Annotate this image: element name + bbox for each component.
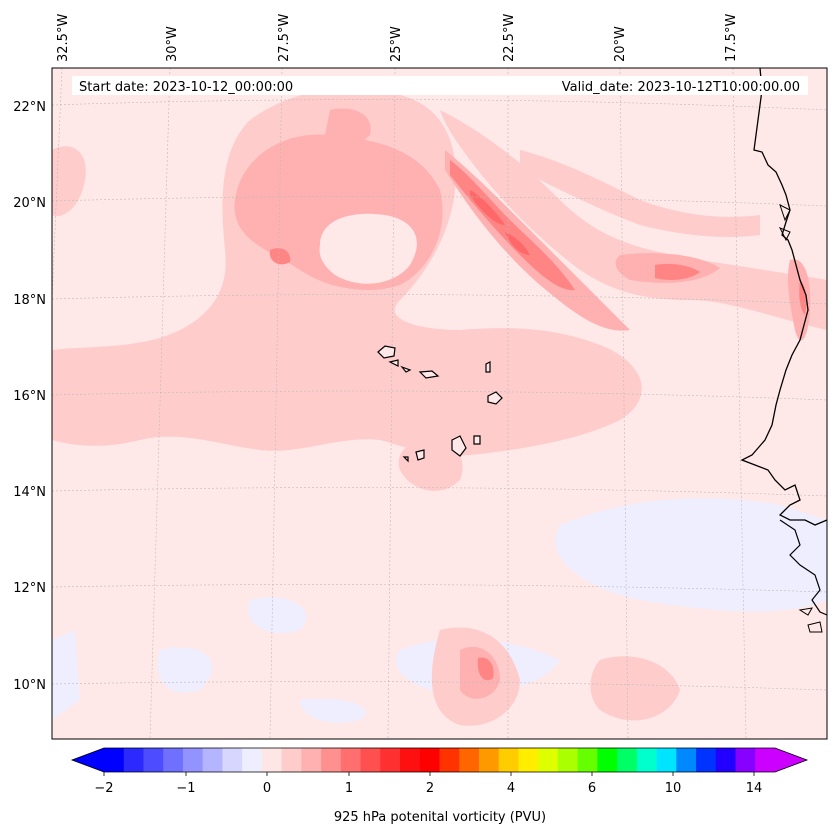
colorbar-title: 925 hPa potenital vorticity (PVU) [334,810,546,825]
colorbar-swatch [261,748,283,772]
lon-label: 27.5°W [277,14,292,62]
colorbar-tick-label: 10 [665,781,682,796]
colorbar-swatch [459,748,480,772]
colorbar-tick-label: 0 [263,781,271,796]
colorbar-tick-label: −2 [94,781,113,796]
colorbar: −2 −1 0 1 2 4 6 10 14 925 hPa potenital … [70,747,809,825]
lat-label: 16°N [13,389,46,404]
colorbar-swatch [340,748,362,772]
lat-label: 22°N [13,100,46,115]
valid-date-label: Valid_date: 2023-10-12T10:00:00.00 [562,80,800,95]
colorbar-swatch [636,748,658,772]
colorbar-swatch [242,748,263,772]
colorbar-swatch [656,748,677,772]
lat-label: 18°N [13,293,46,308]
colorbar-tick-labels: −2 −1 0 1 2 4 6 10 14 [94,781,762,796]
colorbar-swatch [676,748,697,772]
colorbar-swatch [557,748,579,772]
colorbar-swatch [439,748,460,772]
africa-coastline-south [779,519,827,616]
colorbar-swatch [281,748,302,772]
colorbar-tick-label: 4 [507,781,515,796]
colorbar-swatch [577,748,598,772]
colorbar-swatches [104,748,776,772]
pv-minimum-hole [319,213,417,284]
colorbar-swatch [617,748,638,772]
longitude-labels: 32.5°W 30°W 27.5°W 25°W 22.5°W 20°W 17.5… [56,14,739,62]
lat-label: 20°N [13,196,46,211]
peak-pv-regions [470,190,530,255]
colorbar-ticks [103,772,755,776]
lat-label: 12°N [13,581,46,596]
colorbar-swatch [380,748,401,772]
colorbar-swatch [202,748,223,772]
colorbar-swatch [400,748,421,772]
africa-coastline [740,68,827,526]
latitude-labels: 22°N 20°N 18°N 16°N 14°N 12°N 10°N [13,100,46,693]
map-panel [52,68,827,739]
header-band [72,76,808,95]
graticule [52,68,827,739]
colorbar-tick-label: 6 [588,781,596,796]
coast-islands [778,204,823,633]
colorbar-tick-label: 2 [426,781,434,796]
colorbar-swatch [597,748,618,772]
lon-label: 20°W [613,26,628,62]
lon-label: 25°W [389,26,404,62]
colorbar-swatch [696,748,717,772]
colorbar-swatch [360,748,381,772]
colorbar-swatch [735,748,756,772]
colorbar-swatch [498,748,519,772]
colorbar-swatch [222,748,243,772]
colorbar-extend-high [775,748,807,772]
colorbar-tick-label: −1 [176,781,195,796]
colorbar-swatch [478,748,500,772]
colorbar-swatch [301,748,322,772]
colorbar-swatch [755,748,776,772]
colorbar-swatch [419,748,440,772]
cape-verde-islands [377,345,503,463]
colorbar-swatch [123,748,144,772]
colorbar-tick-label: 14 [746,781,763,796]
colorbar-swatch [518,748,539,772]
lat-label: 10°N [13,678,46,693]
colorbar-swatch [163,748,184,772]
map-frame [51,67,828,740]
colorbar-extend-low [72,748,104,772]
start-date-label: Start date: 2023-10-12_00:00:00 [79,80,293,95]
colorbar-swatch [143,748,164,772]
colorbar-swatch [104,748,125,772]
colorbar-swatch [715,748,737,772]
colorbar-swatch [182,748,204,772]
lon-label: 30°W [165,26,180,62]
colorbar-swatch [321,748,342,772]
lon-label: 32.5°W [56,14,71,62]
colorbar-tick-label: 1 [345,781,353,796]
colorbar-swatch [538,748,559,772]
lon-label: 22.5°W [502,14,517,62]
lon-label: 17.5°W [724,14,739,62]
lat-label: 14°N [13,485,46,500]
strong-pv-regions [269,160,807,681]
